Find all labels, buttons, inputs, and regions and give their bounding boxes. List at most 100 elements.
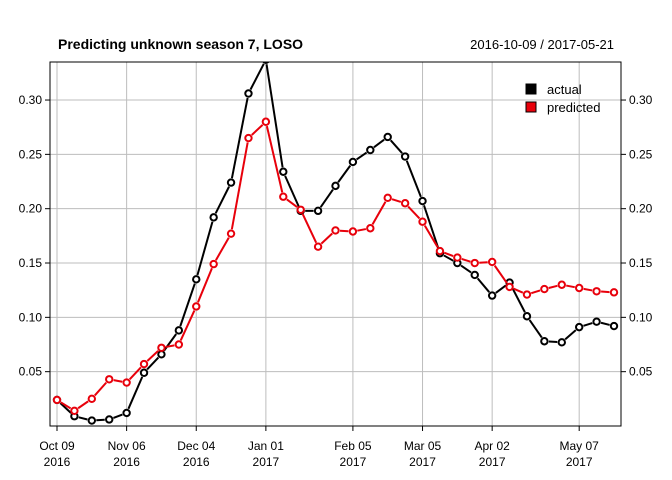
point-actual bbox=[244, 89, 253, 98]
y-tick-label-left: 0.05 bbox=[19, 365, 43, 379]
series-predicted-segment bbox=[407, 205, 421, 220]
point-predicted bbox=[87, 394, 97, 404]
series-actual-segment bbox=[460, 264, 472, 274]
series-predicted-segment bbox=[357, 228, 367, 232]
x-tick-label-year: 2016 bbox=[183, 455, 210, 469]
series-actual-segment bbox=[443, 254, 454, 262]
series-predicted-segment bbox=[286, 198, 298, 208]
point-predicted bbox=[209, 259, 218, 269]
series-predicted-segment bbox=[530, 289, 541, 295]
x-tick-label-year: 2016 bbox=[113, 455, 140, 469]
point-actual bbox=[470, 270, 479, 280]
point-predicted bbox=[70, 406, 79, 415]
x-tick-label-date: Nov 06 bbox=[108, 439, 146, 453]
series-predicted-segment bbox=[94, 381, 107, 397]
series-predicted-segment bbox=[423, 225, 439, 248]
series-actual-segment bbox=[59, 402, 72, 414]
point-predicted bbox=[505, 282, 514, 292]
point-actual bbox=[209, 213, 218, 222]
series-predicted-segment bbox=[215, 237, 230, 261]
point-actual bbox=[609, 321, 619, 331]
point-predicted bbox=[453, 253, 462, 262]
series-actual-segment bbox=[127, 376, 144, 410]
x-tick-label-date: Oct 09 bbox=[39, 439, 75, 453]
y-tick-label-left: 0.25 bbox=[19, 147, 43, 161]
series-predicted-segment bbox=[60, 401, 72, 410]
plot-frame bbox=[49, 61, 622, 427]
point-actual bbox=[348, 157, 358, 167]
point-predicted bbox=[122, 378, 131, 387]
y-tick-label-right: 0.30 bbox=[629, 93, 653, 107]
point-predicted bbox=[261, 117, 271, 126]
y-tick-label-right: 0.10 bbox=[629, 310, 653, 324]
point-predicted bbox=[174, 340, 184, 349]
series-predicted-segment bbox=[371, 201, 387, 225]
point-predicted bbox=[574, 283, 584, 293]
series-actual-segment bbox=[284, 175, 300, 208]
point-actual bbox=[557, 338, 566, 347]
series-predicted-segment bbox=[197, 267, 213, 303]
point-actual bbox=[279, 167, 288, 176]
point-actual bbox=[157, 350, 166, 359]
point-actual bbox=[418, 196, 427, 206]
point-predicted bbox=[487, 257, 497, 267]
series-actual-segment bbox=[78, 416, 88, 421]
series-predicted-segment bbox=[339, 229, 349, 233]
series-actual-segment bbox=[373, 138, 385, 149]
series-actual-segment bbox=[265, 64, 284, 168]
point-predicted bbox=[418, 217, 427, 226]
legend-swatch-actual bbox=[525, 83, 537, 95]
point-actual bbox=[383, 132, 392, 142]
series-layer bbox=[52, 62, 619, 425]
series-actual-segment bbox=[495, 284, 507, 294]
series-predicted-segment bbox=[320, 232, 333, 245]
series-actual-segment bbox=[179, 283, 196, 327]
point-predicted bbox=[313, 242, 323, 251]
point-actual bbox=[592, 317, 601, 326]
point-actual bbox=[366, 145, 375, 155]
series-actual-segment bbox=[113, 413, 123, 419]
point-predicted bbox=[157, 343, 166, 352]
series-actual-segment bbox=[96, 418, 105, 422]
y-tick-label-right: 0.15 bbox=[629, 256, 653, 270]
series-predicted-segment bbox=[251, 124, 264, 136]
series-predicted-segment bbox=[391, 198, 402, 203]
x-tick-label-year: 2017 bbox=[409, 455, 436, 469]
point-predicted bbox=[331, 226, 340, 235]
series-actual-segment bbox=[476, 277, 491, 293]
point-predicted bbox=[540, 284, 549, 294]
series-predicted-segment bbox=[179, 310, 196, 341]
series-actual-segment bbox=[196, 221, 214, 276]
series-actual-segment bbox=[564, 329, 577, 341]
point-actual bbox=[105, 415, 114, 424]
legend: actual predicted bbox=[525, 82, 600, 115]
point-predicted bbox=[400, 199, 410, 208]
series-actual-segment bbox=[548, 340, 558, 344]
point-predicted bbox=[470, 258, 479, 268]
series-actual-segment bbox=[389, 139, 403, 154]
series-predicted-segment bbox=[77, 400, 89, 410]
x-tick-label-year: 2017 bbox=[253, 455, 280, 469]
series-actual-segment bbox=[600, 321, 610, 326]
series-predicted-segment bbox=[513, 287, 524, 294]
point-actual bbox=[174, 326, 184, 335]
series-predicted-segment bbox=[113, 379, 123, 383]
legend-label-actual: actual bbox=[547, 82, 582, 97]
series-predicted-segment bbox=[443, 251, 454, 257]
y-tick-label-left: 0.30 bbox=[19, 93, 43, 107]
series-predicted-segment bbox=[230, 142, 249, 230]
point-predicted bbox=[609, 288, 619, 297]
series-actual-segment bbox=[337, 165, 352, 183]
point-predicted bbox=[383, 193, 392, 203]
point-actual bbox=[226, 178, 236, 187]
point-actual bbox=[139, 368, 149, 377]
series-predicted bbox=[52, 117, 619, 415]
point-actual bbox=[540, 337, 549, 346]
point-actual bbox=[522, 312, 532, 321]
series-actual-segment bbox=[510, 286, 526, 313]
x-tick-label-date: Feb 05 bbox=[334, 439, 372, 453]
chart-title: Predicting unknown season 7, LOSO bbox=[58, 36, 303, 52]
series-predicted-segment bbox=[461, 257, 471, 263]
series-predicted-segment bbox=[566, 284, 575, 289]
series-predicted-segment bbox=[601, 290, 610, 294]
